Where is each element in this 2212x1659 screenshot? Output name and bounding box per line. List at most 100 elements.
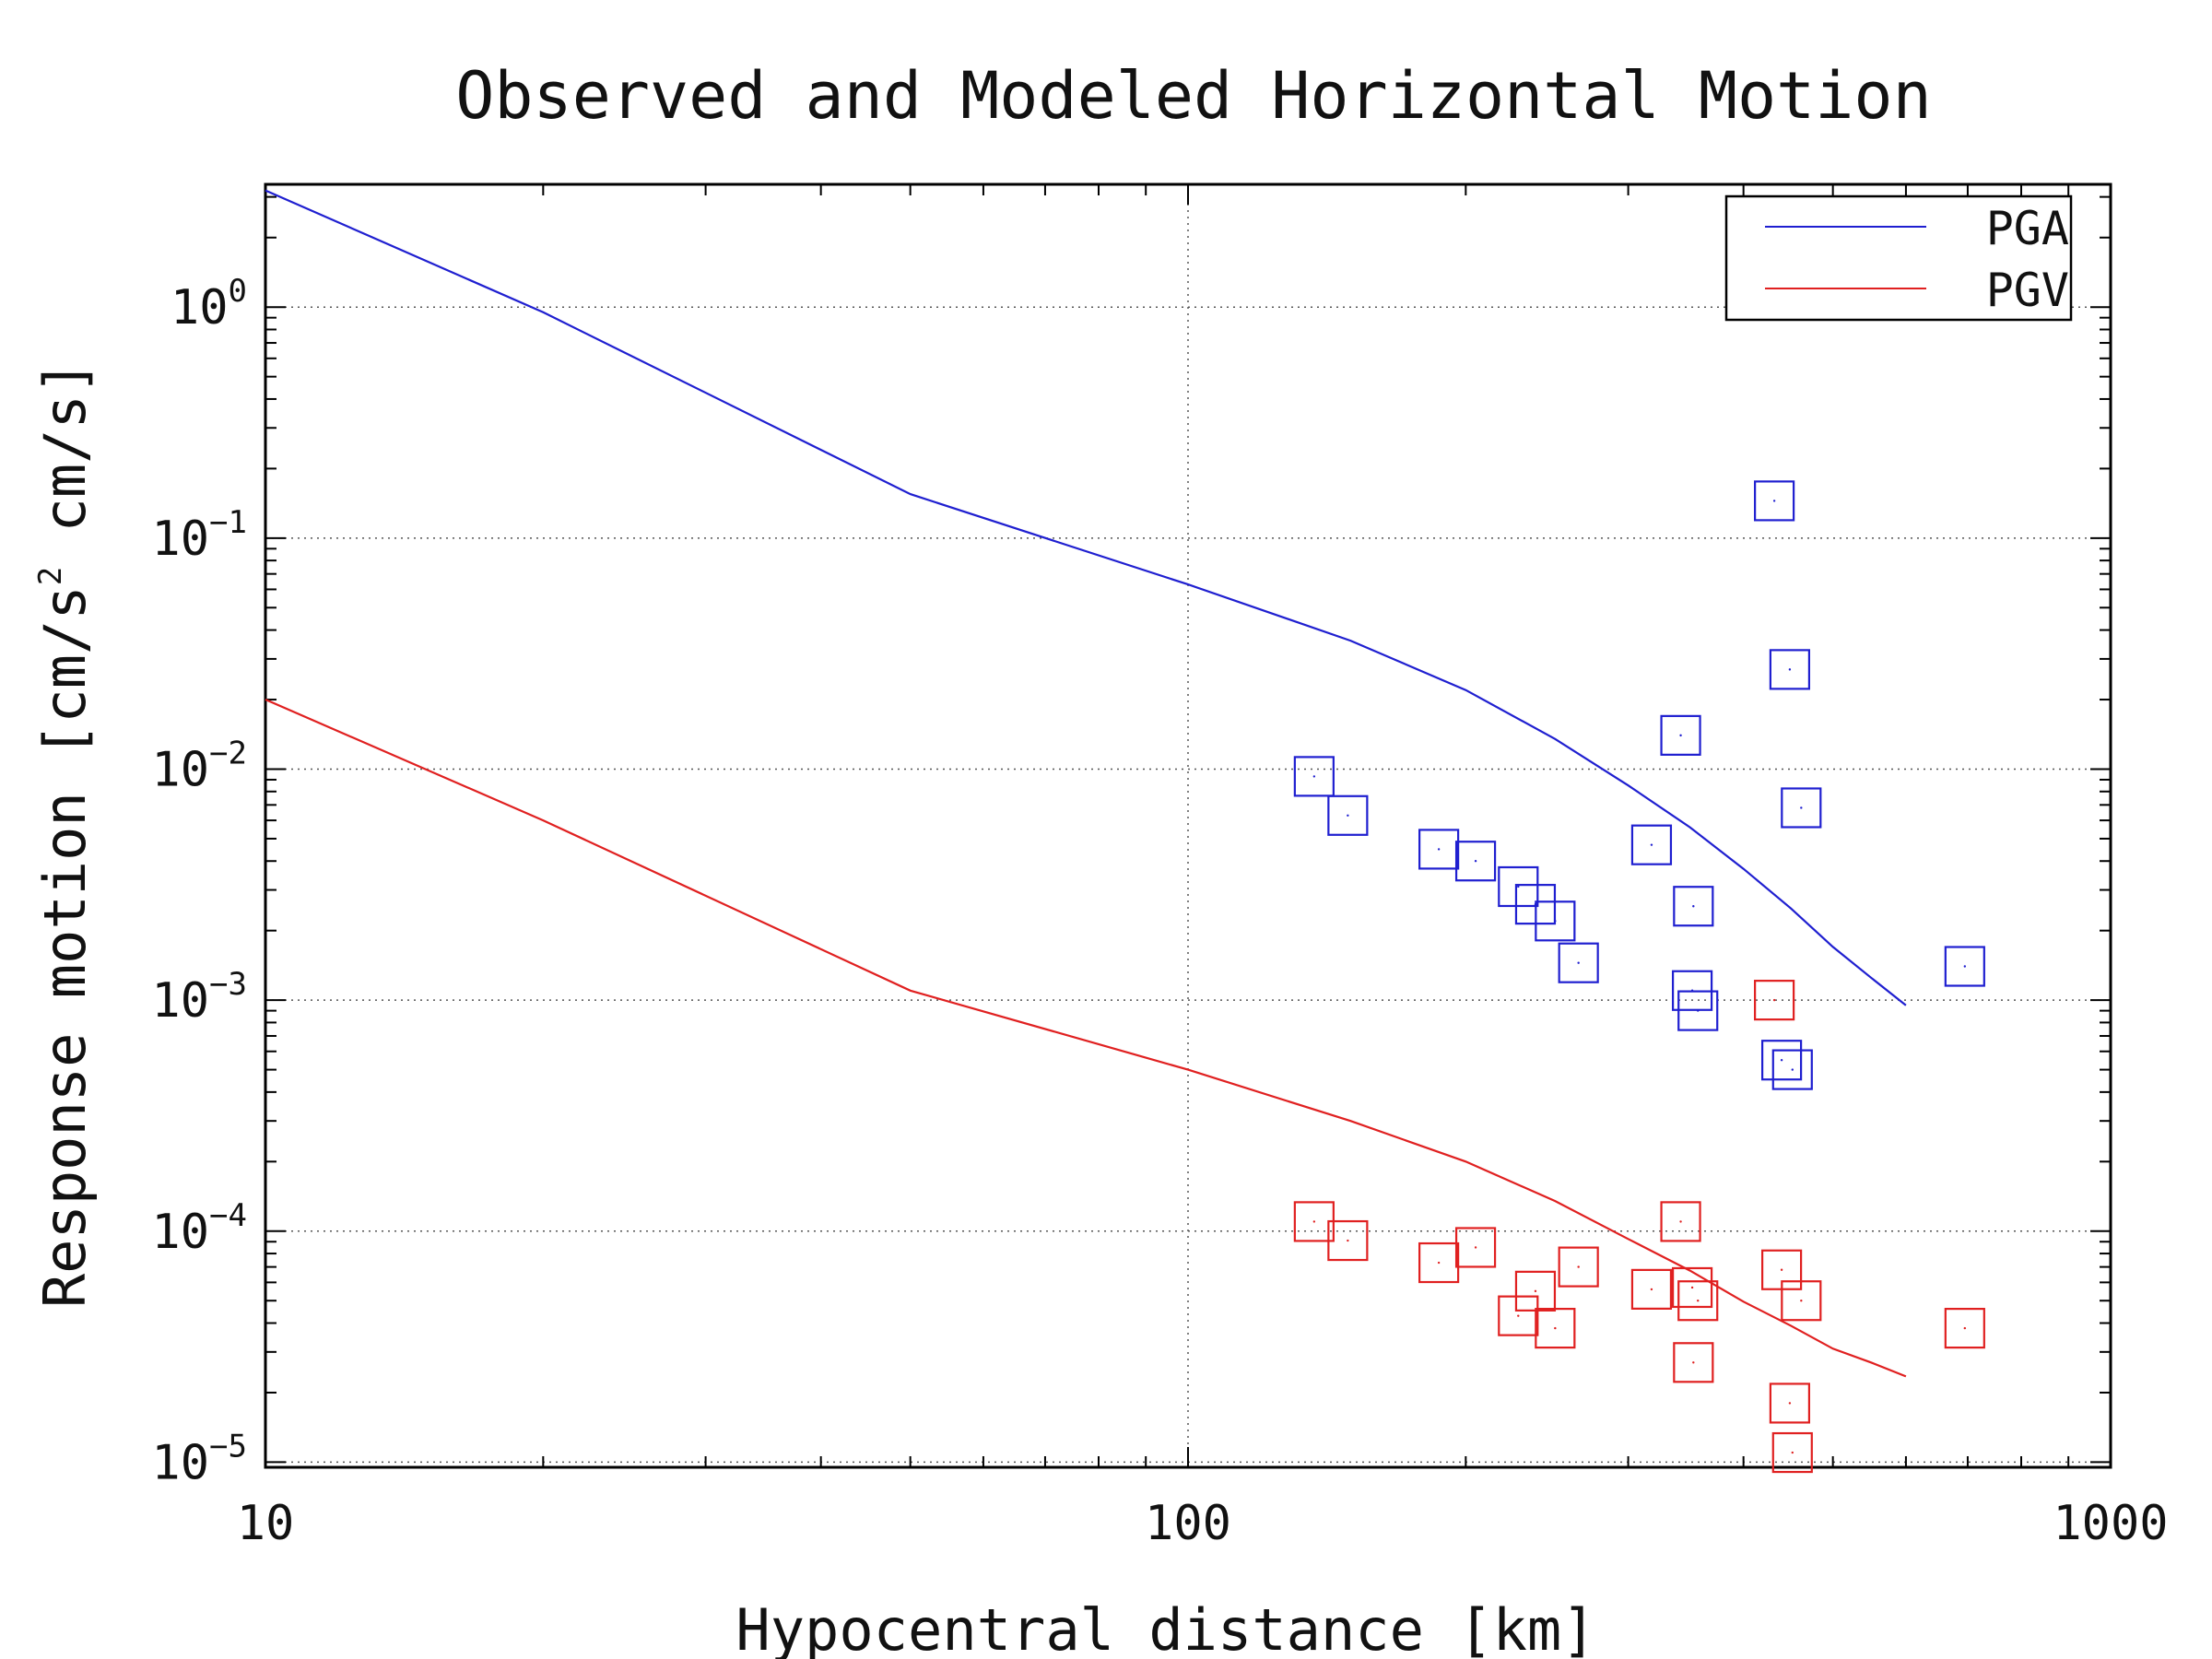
pgv-observed-point (1788, 1402, 1792, 1405)
pgv-observed-point (1474, 1246, 1477, 1249)
legend-label-pgv: PGV (1986, 264, 2069, 317)
pgv-observed-marker (1660, 1201, 1701, 1242)
pga-observed-marker (1630, 824, 1673, 865)
pgv-observed-point (1963, 1326, 1967, 1330)
pgv-observed-point (1517, 1314, 1520, 1317)
pgv-observed-marker (1754, 980, 1795, 1021)
pga-observed-marker (1293, 756, 1335, 797)
y-tick-label: 10−5 (151, 1428, 247, 1490)
pga-observed-point (1780, 1059, 1783, 1062)
pga-observed-marker (1760, 1040, 1803, 1081)
y-tick-label: 100 (171, 273, 247, 335)
pgv-observed-marker (1498, 1295, 1539, 1336)
pgv-observed-point (1772, 998, 1776, 1002)
y-tick-label-exponent: −2 (209, 735, 247, 771)
pga-observed-point (1692, 905, 1695, 908)
pga-observed-point (1788, 668, 1792, 671)
y-tick-label-base: 10 (151, 1205, 209, 1260)
pgv-observed-marker (1677, 1280, 1719, 1322)
x-axis-label: Hypocentral distance [km] (735, 1596, 1595, 1659)
pgv-observed-marker (1454, 1227, 1497, 1268)
pgv-observed-marker (1771, 1431, 1813, 1474)
pga-observed-marker (1673, 886, 1714, 927)
pgv-observed-marker (1327, 1219, 1369, 1262)
pga-observed-marker (1771, 1049, 1813, 1090)
pgv-observed-point (1534, 1289, 1537, 1293)
pga-observed-point (1791, 1068, 1794, 1071)
pgv-observed-point (1312, 1220, 1316, 1223)
pga-observed-marker (1327, 794, 1369, 836)
pga-observed-point (1554, 920, 1557, 923)
pga-observed-marker (1769, 649, 1810, 690)
pgv-observed-marker (1535, 1307, 1576, 1349)
pga-observed-marker (1454, 841, 1497, 882)
pga-observed-point (1312, 775, 1316, 778)
pga-observed-point (1800, 806, 1803, 809)
pgv-observed-point (1791, 1451, 1794, 1454)
pga-observed-point (1650, 843, 1653, 846)
x-tick-label: 100 (1145, 1496, 1231, 1551)
pgv-observed-marker (1630, 1268, 1673, 1310)
pga-observed-marker (1558, 942, 1599, 983)
y-tick-label-base: 10 (151, 1435, 209, 1490)
pgv-observed-point (1577, 1265, 1580, 1268)
y-tick-label-base: 10 (151, 973, 209, 1029)
grid (265, 184, 2111, 1467)
pga-observed-marker (1944, 946, 1985, 987)
y-tick-label-exponent: −5 (209, 1428, 247, 1465)
y-tick-label-exponent: −3 (209, 966, 247, 1003)
pgv-observed-marker (1418, 1241, 1460, 1284)
pga-observed-marker (1498, 865, 1539, 908)
pga-observed-point (1347, 814, 1349, 817)
pga-observed-point (1577, 961, 1580, 964)
pga-observed-marker (1754, 480, 1795, 522)
pgv-observed-point (1800, 1300, 1803, 1302)
pgv-observed-point (1690, 1286, 1694, 1289)
y-tick-label-base: 10 (151, 742, 209, 797)
pga-observed-point (1772, 500, 1776, 502)
pga-observed-marker (1781, 787, 1822, 829)
legend-box (1724, 194, 2073, 322)
pgv-observed-marker (1673, 1342, 1714, 1383)
pga-observed-marker (1660, 714, 1701, 756)
pgv-observed-point (1692, 1361, 1695, 1364)
pga-observed-marker (1418, 829, 1460, 870)
y-axis-label-sup: 2 (32, 567, 69, 585)
pga-observed-point (1963, 965, 1967, 968)
pga-observed-point (1679, 734, 1682, 737)
y-tick-label-base: 10 (151, 512, 209, 567)
x-tick-label: 10 (237, 1496, 295, 1551)
observed-markers (1293, 480, 1985, 1474)
x-tick-label: 1000 (2053, 1496, 2168, 1551)
pga-observed-point (1517, 885, 1520, 888)
pgv-observed-marker (1781, 1280, 1822, 1322)
legend-label-pga: PGA (1986, 202, 2069, 255)
pgv-observed-point (1650, 1288, 1653, 1291)
pgv-observed-marker (1944, 1307, 1985, 1349)
y-axis-label-main: Response motion [cm/s (31, 585, 99, 1308)
pgv-observed-marker (1671, 1266, 1713, 1309)
pgv-observed-marker (1558, 1246, 1599, 1288)
pga-observed-point (1474, 860, 1477, 863)
y-tick-label: 10−1 (151, 504, 247, 567)
pga-observed-marker (1535, 900, 1576, 942)
pgv-observed-point (1780, 1268, 1783, 1271)
chart-title: Observed and Modeled Horizontal Motion (455, 58, 1931, 134)
y-axis-label-tail: cm/s] (31, 360, 99, 567)
pga-observed-marker (1677, 990, 1719, 1031)
pgv-observed-point (1437, 1261, 1441, 1265)
pga-observed-point (1697, 1009, 1700, 1012)
y-tick-label: 10−3 (151, 966, 247, 1029)
y-tick-label: 10−4 (151, 1197, 247, 1260)
pgv-observed-point (1347, 1239, 1349, 1242)
y-tick-label-exponent: 0 (229, 273, 247, 310)
legend: PGA PGV (1724, 194, 2073, 322)
pgv-observed-point (1697, 1300, 1700, 1302)
y-tick-label: 10−2 (151, 735, 247, 797)
pgv-observed-marker (1769, 1382, 1810, 1424)
y-tick-label-exponent: −1 (209, 504, 247, 541)
y-tick-label-exponent: −4 (209, 1197, 247, 1234)
pga-observed-point (1437, 848, 1441, 851)
